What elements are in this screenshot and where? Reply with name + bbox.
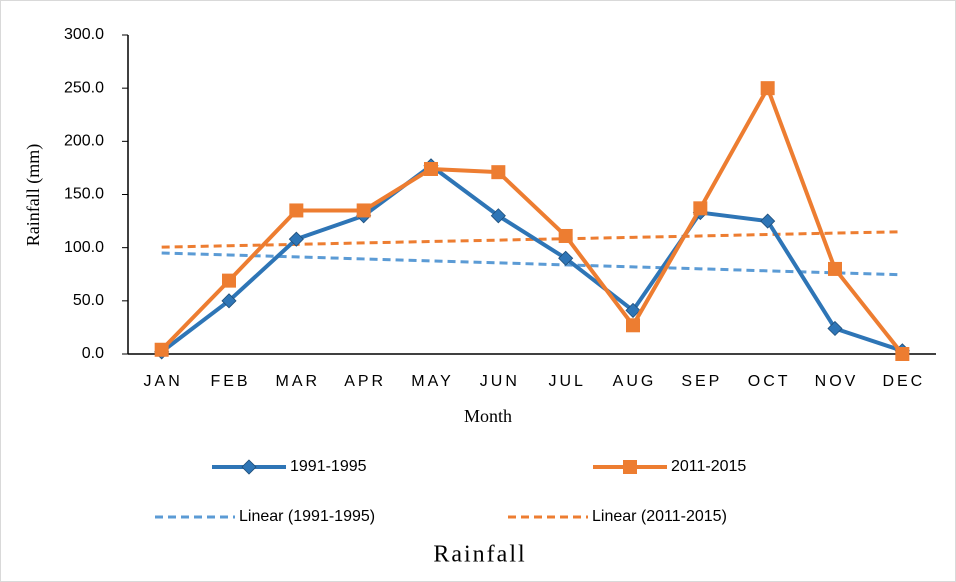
trend-line xyxy=(161,230,903,249)
x-tick-label: JUL xyxy=(548,373,585,390)
x-tick-label: NOV xyxy=(815,373,859,390)
data-point xyxy=(288,231,304,247)
legend-label: 1991-1995 xyxy=(290,458,367,475)
data-point xyxy=(558,228,573,243)
x-tick-label: JAN xyxy=(144,373,183,390)
y-tick-label: 100.0 xyxy=(64,239,104,256)
x-tick-label: OCT xyxy=(748,373,791,390)
data-point xyxy=(424,161,438,176)
legend-label: Linear (2011-2015) xyxy=(592,508,727,525)
legend-label: Linear (1991-1995) xyxy=(239,508,375,525)
data-point xyxy=(222,273,236,288)
y-tick-label: 300.0 xyxy=(64,26,104,43)
y-tick-label: 250.0 xyxy=(64,79,104,96)
data-point xyxy=(356,203,371,218)
trend-line xyxy=(161,251,903,277)
data-point xyxy=(491,165,506,180)
data-point xyxy=(289,203,304,218)
series-line xyxy=(160,163,903,354)
data-point xyxy=(693,201,708,216)
legend-marker xyxy=(623,460,637,474)
x-tick-label: FEB xyxy=(210,373,250,390)
legend-marker xyxy=(241,459,257,475)
y-axis-label: Rainfall (mm) xyxy=(23,144,44,246)
legend-label: 2011-2015 xyxy=(671,458,746,475)
chart-title: Rainfall xyxy=(433,542,526,568)
data-point xyxy=(221,293,237,309)
y-tick-label: 200.0 xyxy=(64,133,104,150)
y-tick-label: 0.0 xyxy=(82,345,104,362)
data-point xyxy=(626,318,640,333)
data-point xyxy=(625,302,641,318)
y-tick-label: 50.0 xyxy=(73,292,104,309)
data-point xyxy=(490,208,506,224)
data-point xyxy=(895,347,910,361)
data-point xyxy=(558,250,574,266)
data-point xyxy=(760,81,775,96)
x-tick-label: APR xyxy=(344,373,386,390)
data-point xyxy=(827,320,843,337)
series-line xyxy=(160,86,904,356)
data-point xyxy=(760,213,776,229)
x-tick-label: SEP xyxy=(681,373,722,390)
x-tick-label: MAY xyxy=(411,373,453,390)
x-tick-label: AUG xyxy=(613,373,657,390)
x-axis-label: Month xyxy=(464,406,512,426)
x-tick-label: JUN xyxy=(480,373,520,390)
data-point xyxy=(828,261,842,276)
data-point xyxy=(154,342,169,357)
y-tick-label: 150.0 xyxy=(64,186,104,203)
x-tick-label: DEC xyxy=(882,373,925,390)
x-tick-label: MAR xyxy=(276,373,321,390)
